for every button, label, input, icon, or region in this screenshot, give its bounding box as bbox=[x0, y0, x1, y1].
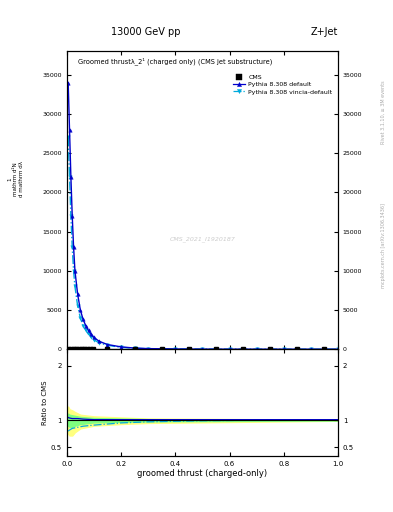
Text: Groomed thrustλ_2¹ (charged only) (CMS jet substructure): Groomed thrustλ_2¹ (charged only) (CMS j… bbox=[78, 57, 272, 65]
X-axis label: groomed thrust (charged-only): groomed thrust (charged-only) bbox=[137, 470, 268, 478]
Text: CMS_2021_I1920187: CMS_2021_I1920187 bbox=[169, 236, 235, 242]
Text: 1
mathrm d²N
d mathrm dλ: 1 mathrm d²N d mathrm dλ bbox=[7, 161, 24, 197]
Text: mcplots.cern.ch [arXiv:1306.3436]: mcplots.cern.ch [arXiv:1306.3436] bbox=[381, 203, 386, 288]
Text: 13000 GeV pp: 13000 GeV pp bbox=[111, 27, 180, 37]
Text: Z+Jet: Z+Jet bbox=[310, 27, 338, 37]
Y-axis label: Ratio to CMS: Ratio to CMS bbox=[42, 380, 48, 425]
Legend: CMS, Pythia 8.308 default, Pythia 8.308 vincia-default: CMS, Pythia 8.308 default, Pythia 8.308 … bbox=[230, 72, 335, 97]
Text: Rivet 3.1.10, ≥ 3M events: Rivet 3.1.10, ≥ 3M events bbox=[381, 81, 386, 144]
